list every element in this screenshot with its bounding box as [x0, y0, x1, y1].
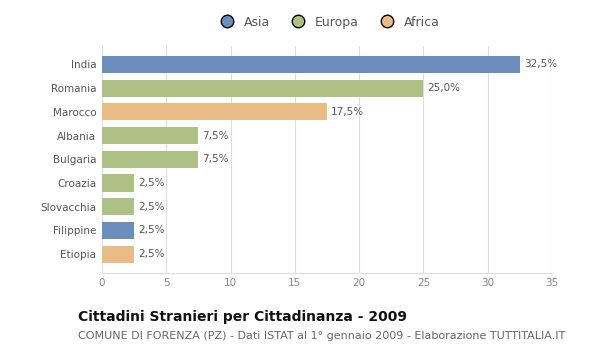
Bar: [102, 151, 199, 168]
Bar: [102, 174, 134, 191]
Bar: [102, 79, 424, 97]
Text: 2,5%: 2,5%: [138, 249, 164, 259]
Text: 17,5%: 17,5%: [331, 107, 364, 117]
Text: 7,5%: 7,5%: [202, 131, 229, 141]
Text: Cittadini Stranieri per Cittadinanza - 2009: Cittadini Stranieri per Cittadinanza - 2…: [78, 310, 407, 324]
Text: 2,5%: 2,5%: [138, 202, 164, 212]
Bar: [102, 127, 199, 144]
Bar: [102, 222, 134, 239]
Text: 25,0%: 25,0%: [427, 83, 460, 93]
Text: 7,5%: 7,5%: [202, 154, 229, 164]
Bar: [102, 246, 134, 262]
Legend: Asia, Europa, Africa: Asia, Europa, Africa: [209, 11, 445, 34]
Text: 2,5%: 2,5%: [138, 178, 164, 188]
Text: 2,5%: 2,5%: [138, 225, 164, 236]
Bar: [102, 56, 520, 73]
Bar: [102, 198, 134, 215]
Text: 32,5%: 32,5%: [524, 60, 557, 69]
Text: COMUNE DI FORENZA (PZ) - Dati ISTAT al 1° gennaio 2009 - Elaborazione TUTTITALIA: COMUNE DI FORENZA (PZ) - Dati ISTAT al 1…: [78, 331, 565, 341]
Bar: [102, 103, 327, 120]
